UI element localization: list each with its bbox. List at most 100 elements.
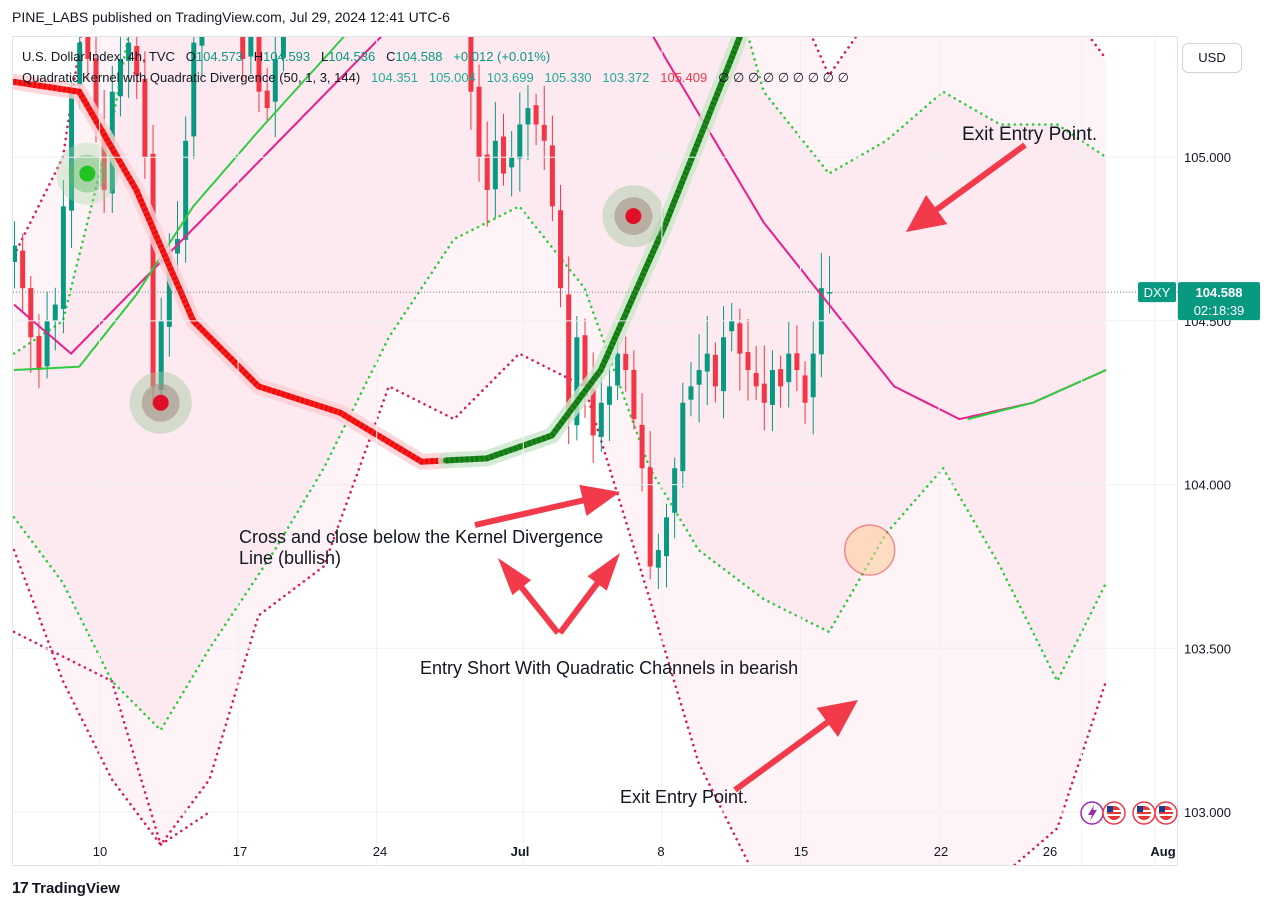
x-tick-label: 15 [794, 844, 808, 859]
candle-92 [761, 383, 767, 403]
legend-symbol: U.S. Dollar Index, 4h, TVC [22, 49, 175, 64]
currency-button[interactable]: USD [1182, 43, 1242, 73]
exit-highlight-circle-4 [844, 524, 896, 576]
candle-56 [468, 37, 474, 92]
candle-76 [631, 369, 637, 420]
legend-line-indicator: Quadratic Kernel with Quadratic Divergen… [22, 67, 849, 88]
candle-8 [77, 42, 83, 86]
candle-84 [696, 370, 702, 385]
legend-close: 104.588 [395, 49, 443, 64]
x-tick-label: Jul [511, 844, 530, 859]
candle-67 [558, 210, 564, 289]
candle-4 [44, 320, 50, 367]
candle-79 [655, 550, 661, 568]
candle-83 [688, 386, 694, 400]
legend-empty-values: ∅ ∅ ∅ ∅ ∅ ∅ ∅ ∅ ∅ [718, 70, 849, 85]
symbol-badge-text: DXY [1144, 285, 1171, 300]
us-flag-canton-icon-2 [1159, 806, 1165, 812]
kernel-glow-2 [919, 0, 1106, 26]
candle-85 [704, 353, 710, 372]
candle-15 [134, 46, 140, 76]
candle-71 [590, 388, 596, 436]
buy-signal-dot-0 [79, 165, 96, 182]
legend-line-symbol: U.S. Dollar Index, 4h, TVC O104.573 H104… [22, 46, 849, 67]
x-tick-label: Aug [1150, 844, 1175, 859]
legend-high: 104.593 [263, 49, 311, 64]
sell-signal-dot-1 [152, 394, 169, 411]
candle-62 [517, 124, 523, 159]
candle-80 [664, 517, 669, 557]
x-tick-label: 8 [657, 844, 664, 859]
candle-19 [166, 255, 172, 327]
x-tick-label: 24 [373, 844, 387, 859]
candle-65 [541, 124, 547, 141]
candle-23 [199, 37, 205, 46]
legend-open: 104.573 [195, 49, 243, 64]
candle-28 [240, 37, 246, 59]
arrow-exit-bottom [733, 700, 858, 793]
candle-1 [20, 250, 26, 289]
countdown-value: 02:18:39 [1194, 303, 1245, 318]
candle-7 [69, 91, 75, 211]
us-flag-stripe2-icon-1 [1137, 814, 1151, 816]
candle-89 [737, 323, 743, 354]
candle-30 [256, 37, 262, 92]
candle-33 [280, 37, 286, 58]
arrow-entry-short-left [498, 558, 561, 635]
x-tick-label: 22 [934, 844, 948, 859]
candle-31 [264, 90, 270, 109]
arrow-cross-close [474, 484, 620, 528]
candle-32 [272, 58, 278, 102]
chart-legend: U.S. Dollar Index, 4h, TVC O104.573 H104… [22, 46, 849, 88]
candle-70 [582, 335, 588, 387]
candle-73 [606, 386, 612, 405]
y-tick-label: 105.500 [1184, 0, 1231, 2]
candle-14 [126, 42, 132, 61]
kernel-beads-0 [13, 78, 447, 465]
sell-signal-dot-2 [625, 208, 642, 225]
candle-61 [509, 157, 515, 168]
candle-82 [680, 402, 686, 472]
arrow-exit-top [906, 142, 1027, 232]
last-price-value: 104.588 [1196, 285, 1243, 300]
candle-18 [158, 320, 164, 390]
green-average-line-late [967, 369, 1107, 421]
candle-58 [484, 154, 490, 190]
candle-88 [729, 320, 735, 332]
candle-100 [827, 292, 832, 294]
x-tick-label: 26 [1043, 844, 1057, 859]
green-average-line [13, 37, 345, 371]
candle-97 [802, 375, 808, 403]
candle-87 [721, 337, 727, 392]
legend-value-1: 104.351 [371, 70, 419, 85]
lightning-glyph-icon [1088, 805, 1097, 821]
candle-96 [794, 353, 800, 371]
tradingview-brand-text: TradingView [31, 880, 120, 897]
candle-0 [13, 245, 17, 262]
publisher-caption: PINE_LABS published on TradingView.com, … [12, 9, 450, 25]
candle-64 [533, 105, 539, 125]
us-flag-stripe-icon-1 [1137, 810, 1151, 812]
candle-77 [639, 424, 645, 469]
candle-3 [36, 336, 42, 371]
legend-low: 104.536 [328, 49, 376, 64]
legend-close-label: C [386, 49, 396, 64]
candle-5 [52, 304, 58, 321]
channel-fill-inner [14, 37, 1107, 731]
annotation-entry-short: Entry Short With Quadratic Channels in b… [420, 658, 798, 678]
legend-value-6: 105.409 [660, 70, 708, 85]
legend-value-2: 105.004 [428, 70, 476, 85]
us-flag-stripe-icon-2 [1159, 810, 1173, 812]
candle-95 [786, 353, 792, 383]
candle-59 [492, 140, 498, 190]
candle-63 [525, 108, 531, 125]
annotation-cross-close-line2: Line (bullish) [239, 548, 341, 568]
candle-29 [248, 37, 254, 57]
tradingview-brand[interactable]: 17 TradingView [12, 880, 120, 898]
candle-13 [117, 58, 123, 97]
kernel-beads-2 [919, 0, 1106, 26]
tradingview-logo-icon: 17 [12, 880, 29, 897]
candle-75 [623, 353, 629, 371]
us-flag-canton-icon-0 [1107, 806, 1113, 812]
